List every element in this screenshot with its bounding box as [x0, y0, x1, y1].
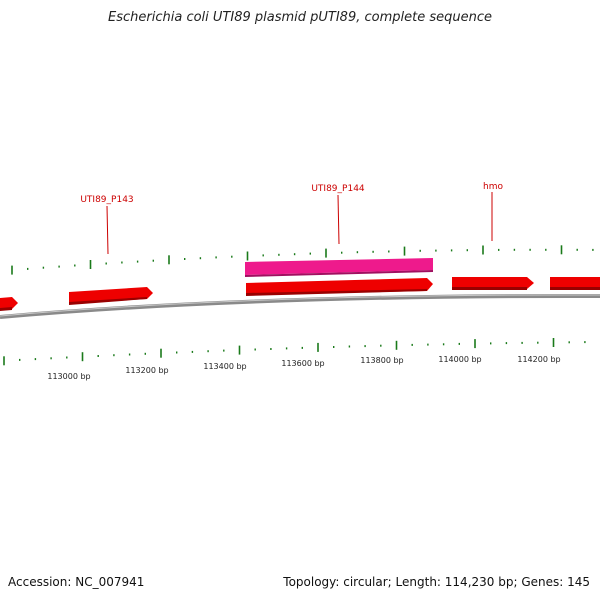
gene-arrow-p144[interactable] — [246, 278, 433, 296]
map-title: Escherichia coli UTI89 plasmid pUTI89, c… — [108, 10, 492, 25]
tick-row-upper — [11, 245, 594, 275]
tick-row-lower — [3, 338, 586, 366]
scale-label: 113600 bp — [281, 359, 324, 368]
scale-label: 114200 bp — [517, 355, 560, 364]
sequence-backbone — [0, 293, 600, 319]
topology-summary: Topology: circular; Length: 114,230 bp; … — [283, 575, 590, 589]
gene-label-p143: UTI89_P143 — [80, 195, 133, 205]
scale-labels: 113000 bp 113200 bp 113400 bp 113600 bp … — [47, 355, 560, 381]
gene-arrow-partial[interactable] — [0, 297, 18, 311]
leader-line-p144 — [337, 194, 340, 245]
scale-label: 114000 bp — [438, 355, 481, 364]
accession-text: Accession: NC_007941 — [8, 575, 145, 589]
gene-arrow-p143[interactable] — [69, 287, 153, 305]
sequence-backbone-highlight — [0, 294, 600, 317]
scale-label: 113400 bp — [203, 362, 246, 371]
leader-line-p143 — [106, 205, 109, 255]
scale-label: 113200 bp — [125, 366, 168, 375]
gene-arrow-hmo[interactable] — [452, 277, 534, 290]
gene-feature-p144[interactable] — [245, 258, 433, 277]
gene-arrow-next[interactable] — [550, 277, 600, 290]
scale-label: 113000 bp — [47, 372, 90, 381]
gene-label-hmo: hmo — [483, 182, 503, 192]
gene-label-p144: UTI89_P144 — [311, 184, 365, 194]
scale-label: 113800 bp — [360, 356, 403, 365]
